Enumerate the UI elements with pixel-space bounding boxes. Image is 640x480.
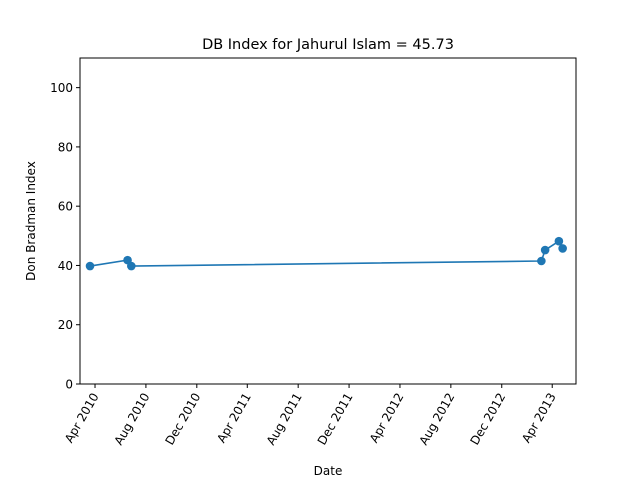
plot-area-frame [79, 57, 577, 385]
data-point [537, 256, 546, 266]
y-tick-label: 60 [58, 200, 73, 214]
data-point [85, 261, 95, 271]
data-point [540, 245, 550, 255]
chart-title: DB Index for Jahurul Islam = 45.73 [202, 37, 454, 53]
y-tick-label: 0 [65, 378, 73, 392]
y-tick-label: 20 [58, 318, 73, 332]
y-tick-label: 40 [58, 259, 73, 273]
y-axis: 0 20 40 60 80 100 [50, 81, 80, 392]
y-axis-label: Don Bradman Index [24, 161, 38, 281]
y-tick-label: 100 [50, 81, 73, 95]
y-tick-label: 80 [58, 140, 73, 154]
data-point [554, 236, 564, 246]
data-point [127, 261, 136, 271]
x-axis-label: Date [314, 464, 343, 478]
series-layer [85, 236, 567, 271]
data-point [558, 244, 567, 253]
